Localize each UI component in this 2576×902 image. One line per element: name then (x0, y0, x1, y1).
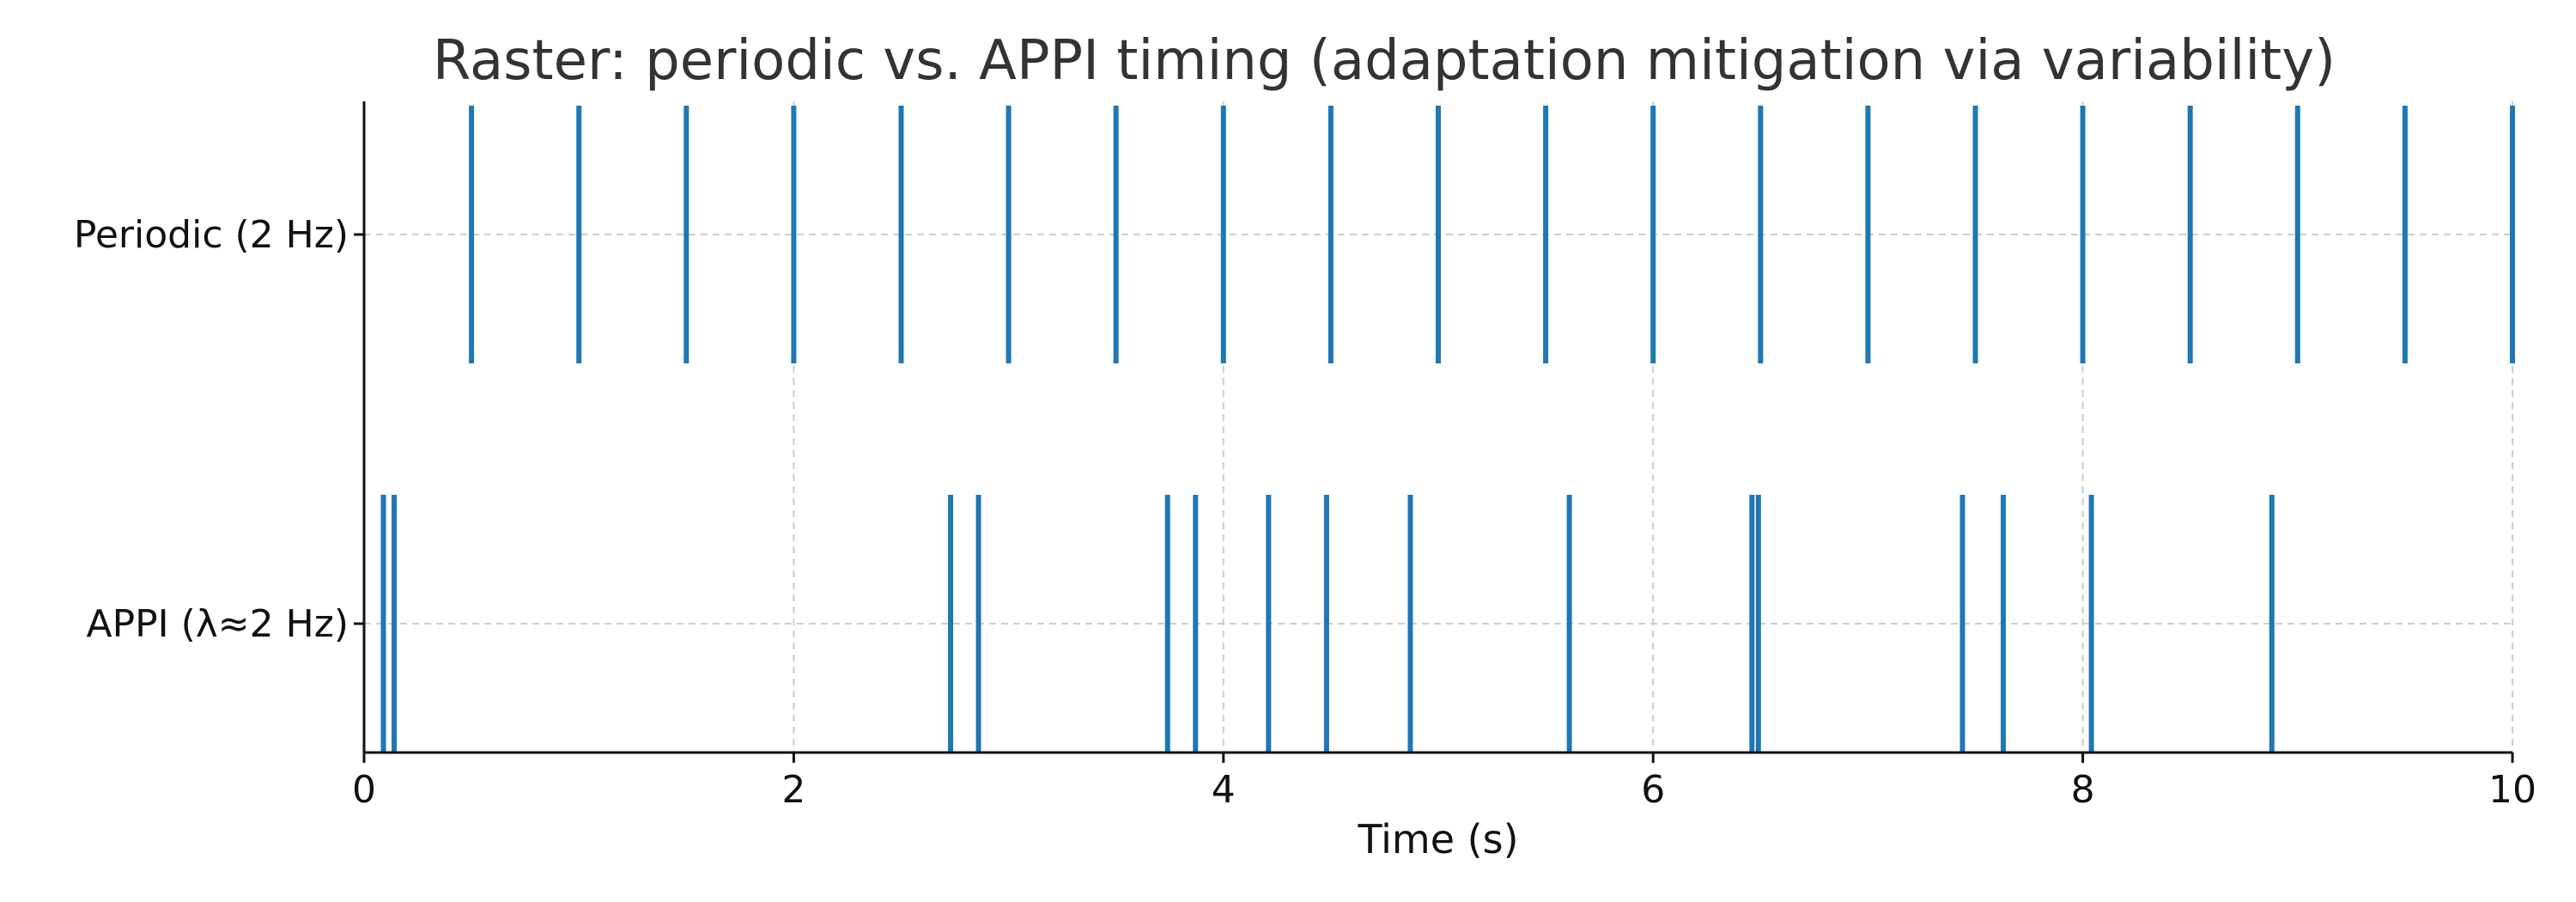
event-marks (380, 106, 2515, 753)
x-tick-label: 8 (2071, 768, 2095, 812)
axes (362, 101, 2512, 754)
x-tick-label: 2 (781, 768, 805, 812)
x-tick-label: 6 (1641, 768, 1665, 812)
x-ticks: 0 2 4 6 8 10 (352, 753, 2537, 812)
chart-title: Raster: periodic vs. APPI timing (adapta… (433, 29, 2336, 93)
x-axis-label: Time (s) (1357, 816, 1518, 862)
row-labels: Periodic (2 Hz) APPI (λ≈2 Hz) (74, 213, 364, 646)
x-tick-label: 10 (2488, 768, 2537, 812)
x-tick-label: 0 (352, 768, 376, 812)
row-label: Periodic (2 Hz) (74, 213, 349, 257)
row-label: APPI (λ≈2 Hz) (86, 602, 349, 646)
x-tick-label: 4 (1212, 768, 1236, 812)
